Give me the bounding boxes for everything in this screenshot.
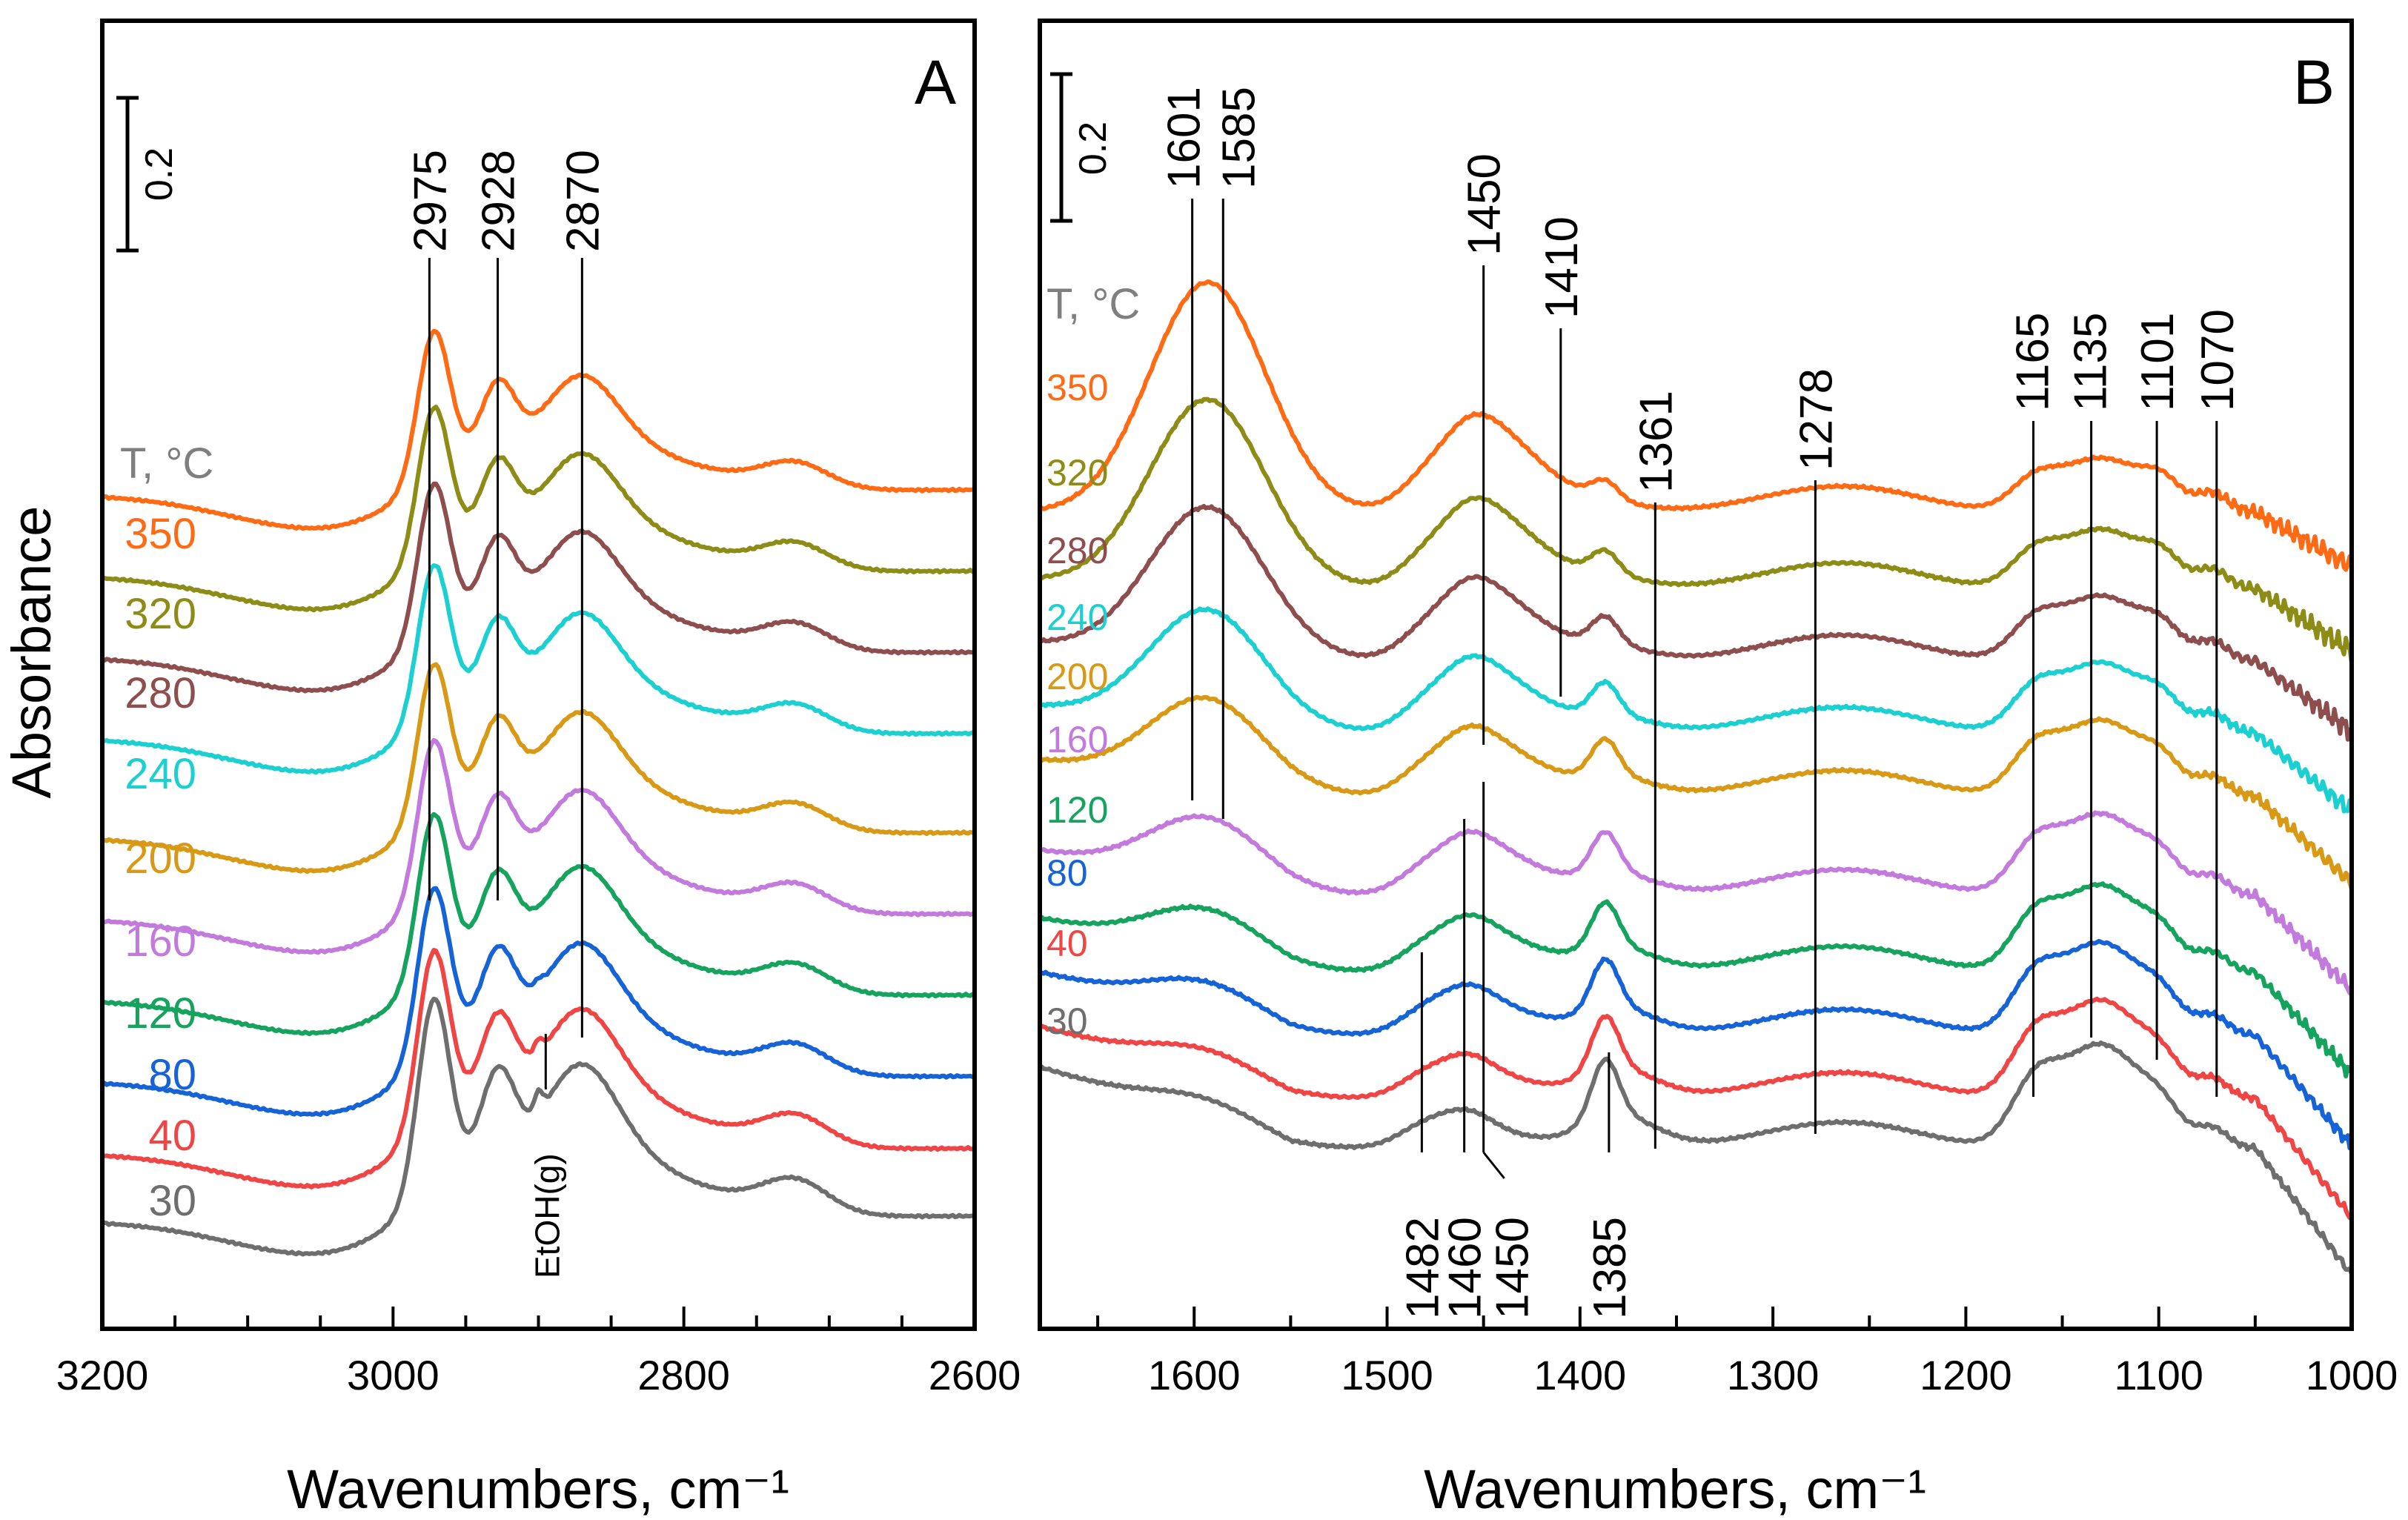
panel-a-trace-120 xyxy=(102,812,975,1037)
panel-a-tick-label-2800: 2800 xyxy=(637,1352,730,1398)
panel-a-legend-120: 120 xyxy=(125,989,196,1038)
panel-b-peak-label-1101: 1101 xyxy=(2132,313,2183,411)
y-axis-label: Absorbance xyxy=(1,506,62,799)
panel-b-x-axis-label: Wavenumbers, cm⁻¹ xyxy=(1424,1458,1926,1520)
panel-b-peak-label-1278: 1278 xyxy=(1791,368,1842,471)
panel-a-peak-markers: 2975 2928 2870 EtOH(g) xyxy=(405,150,608,1278)
panel-b-peak-label-bottom-1482: 1482 xyxy=(1397,1217,1448,1319)
panel-a-etoh-label: EtOH(g) xyxy=(528,1153,566,1278)
panel-a-tick-label-3200: 3200 xyxy=(56,1352,149,1398)
panel-b-peak-label-1410: 1410 xyxy=(1536,216,1588,319)
panel-b-legend-30: 30 xyxy=(1047,1000,1088,1042)
panel-b-peak-label-1450: 1450 xyxy=(1459,153,1510,256)
panel-a-legend-30: 30 xyxy=(148,1177,196,1225)
panel-a-peak-label-2870: 2870 xyxy=(557,150,608,252)
panel-b-peak-label-1135: 1135 xyxy=(2066,313,2117,411)
panel-b-trace-200 xyxy=(1038,694,2354,890)
panel-a-trace-80 xyxy=(102,886,975,1117)
panel-b-letter: B xyxy=(2293,47,2335,117)
panel-b-legend-160: 160 xyxy=(1047,719,1108,760)
panel-b-traces xyxy=(1038,279,2354,1275)
panel-a-frame xyxy=(100,19,977,1331)
panel-a-x-ticks: 3200 3000 2800 2600 xyxy=(56,1307,1021,1398)
panel-b-legend-40: 40 xyxy=(1047,923,1088,964)
panel-a-trace-200 xyxy=(102,662,975,875)
panel-a-legend: T, °C 30 40 80 120 160 200 240 280 320 350 xyxy=(120,439,213,1225)
panel-a-peak-label-2975: 2975 xyxy=(405,150,456,252)
panel-b-legend-280: 280 xyxy=(1047,530,1108,571)
panel-a-legend-200: 200 xyxy=(125,834,196,883)
panel-b-peak-leader-1450 xyxy=(1482,1152,1505,1179)
panel-b-trace-30 xyxy=(1039,1041,2354,1275)
panel-a-trace-320 xyxy=(102,405,975,613)
panel-a-scale-bar: 0.2 xyxy=(116,96,181,253)
panel-a-trace-40 xyxy=(102,948,976,1189)
panel-b-trace-120 xyxy=(1039,881,2352,1079)
panel-b-peak-label-1165: 1165 xyxy=(2008,313,2059,411)
panel-b-tick-label-1000: 1000 xyxy=(2306,1352,2398,1398)
panel-a-peak-label-2928: 2928 xyxy=(474,150,525,252)
panel-a-legend-160: 160 xyxy=(125,917,196,966)
panel-b-trace-80 xyxy=(1039,938,2353,1151)
panel-a-trace-280 xyxy=(102,481,975,694)
panel-b-legend-200: 200 xyxy=(1047,656,1108,697)
panel-b-frame xyxy=(1038,19,2354,1331)
panel-a-x-axis-label: Wavenumbers, cm⁻¹ xyxy=(287,1458,789,1520)
panel-a-legend-320: 320 xyxy=(125,590,196,638)
panel-b-scale-bar: 0.2 xyxy=(1050,72,1115,223)
panel-b-trace-320 xyxy=(1038,396,2354,663)
panel-b-tick-label-1200: 1200 xyxy=(1920,1352,2012,1398)
panel-b-trace-350 xyxy=(1039,279,2354,572)
panel-b-peak-label-bottom-1450: 1450 xyxy=(1487,1217,1539,1319)
panel-a-legend-40: 40 xyxy=(148,1112,196,1160)
panel-b-tick-label-1500: 1500 xyxy=(1341,1352,1433,1398)
panel-a-scale-bar-label: 0.2 xyxy=(138,147,181,201)
panel-b-legend-240: 240 xyxy=(1047,597,1108,638)
panel-b: 1601 1585 1450 1410 1361 1278 1165 1135 1101 1070… xyxy=(1038,19,2398,1520)
panel-b-trace-240 xyxy=(1038,606,2354,814)
panel-b-peak-markers: 1601 1585 1450 1410 1361 1278 1165 1135 1101 1070… xyxy=(1159,87,2243,1319)
panel-b-peak-label-1601: 1601 xyxy=(1159,87,1210,189)
panel-b-legend-350: 350 xyxy=(1047,367,1108,408)
panel-a-legend-240: 240 xyxy=(125,750,196,798)
panel-a-tick-label-3000: 3000 xyxy=(347,1352,440,1398)
panel-a-tick-label-2600: 2600 xyxy=(929,1352,1021,1398)
panel-a: 2975 2928 2870 EtOH(g) 3200 3000 2800 2600 T, … xyxy=(56,19,1021,1520)
panel-b-tick-label-1100: 1100 xyxy=(2114,1352,2203,1398)
panel-b-peak-label-1361: 1361 xyxy=(1631,391,1682,493)
panel-a-trace-30 xyxy=(101,996,976,1257)
panel-a-trace-350 xyxy=(101,328,975,531)
panel-a-traces xyxy=(101,328,976,1257)
panel-b-trace-280 xyxy=(1039,504,2354,742)
panel-b-tick-label-1600: 1600 xyxy=(1148,1352,1241,1398)
panel-b-peak-label-1585: 1585 xyxy=(1213,87,1264,189)
panel-a-trace-160 xyxy=(101,737,976,955)
panel-a-legend-80: 80 xyxy=(148,1051,196,1099)
panel-b-peak-label-bottom-1385: 1385 xyxy=(1585,1217,1636,1319)
panel-b-tick-label-1300: 1300 xyxy=(1727,1352,1820,1398)
panel-b-peak-label-bottom-1460: 1460 xyxy=(1440,1217,1491,1319)
panel-b-x-ticks: 1600 1500 1400 1300 1200 1100 1000 xyxy=(1096,1307,2398,1398)
panel-b-legend-120: 120 xyxy=(1047,789,1108,831)
panel-b-legend: T, °C 30 40 80 120 160 200 240 280 320 350 xyxy=(1047,280,1140,1042)
panel-a-letter: A xyxy=(915,47,956,117)
panel-b-legend-320: 320 xyxy=(1047,452,1108,494)
panel-b-trace-40 xyxy=(1038,996,2354,1221)
panel-b-peak-label-1070: 1070 xyxy=(2192,309,2243,411)
panel-a-trace-240 xyxy=(102,563,976,775)
panel-b-tick-label-1400: 1400 xyxy=(1534,1352,1627,1398)
panel-b-legend-80: 80 xyxy=(1047,852,1088,894)
panel-b-legend-title: T, °C xyxy=(1047,280,1140,328)
panel-a-legend-280: 280 xyxy=(125,669,196,717)
panel-a-legend-title: T, °C xyxy=(120,439,213,488)
panel-a-legend-350: 350 xyxy=(125,510,196,558)
panel-b-trace-160 xyxy=(1038,810,2354,995)
panel-b-scale-bar-label: 0.2 xyxy=(1072,122,1115,175)
